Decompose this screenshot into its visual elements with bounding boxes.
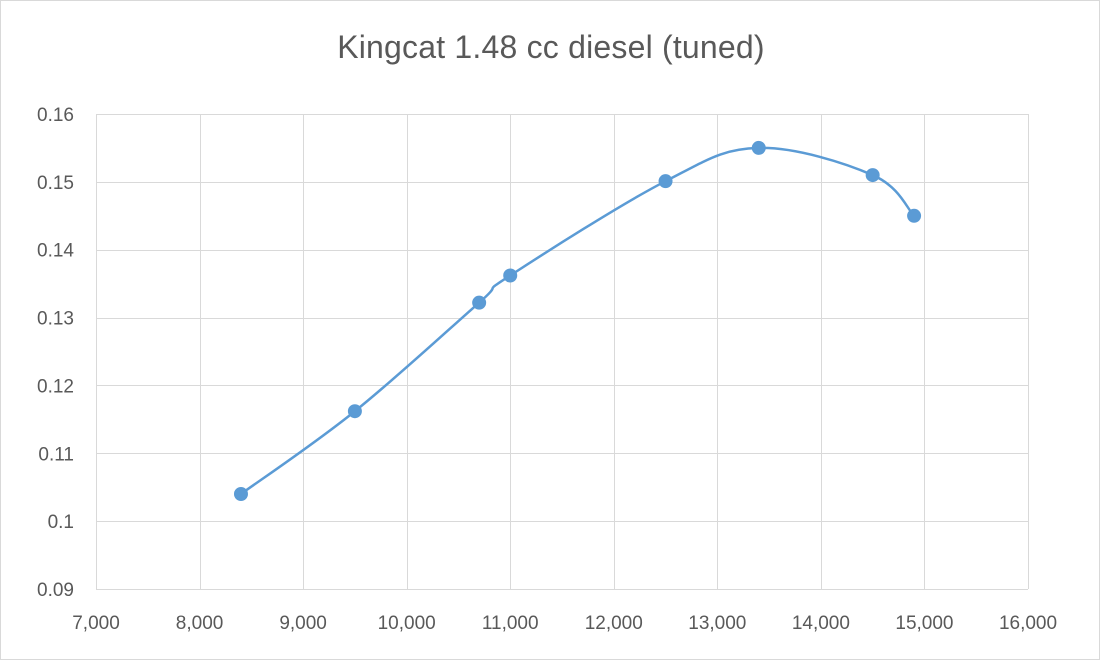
y-tick-label: 0.13 [37,309,74,330]
y-tick-label: 0.15 [37,173,74,194]
y-tick-label: 0.09 [37,580,74,601]
axis-labels: 7,000 8,000 9,000 10,000 11,000 12,000 13,000 1… [37,105,1057,634]
gridlines [96,114,1029,590]
data-point [503,268,518,283]
y-tick-label: 0.12 [37,376,74,397]
series-line [240,146,916,496]
y-tick-label: 0.11 [38,444,74,465]
x-tick-label: 16,000 [999,613,1057,634]
chart-title: Kingcat 1.48 cc diesel (tuned) [337,29,765,65]
x-tick-label: 8,000 [176,613,224,634]
data-point [347,404,362,419]
y-tick-label: 0.1 [48,512,74,533]
x-tick-label: 10,000 [378,613,436,634]
x-tick-label: 11,000 [482,613,539,634]
x-tick-label: 7,000 [72,613,120,634]
data-point [658,174,673,189]
data-point [233,487,248,501]
data-point [865,168,880,183]
x-tick-label: 15,000 [895,613,953,634]
y-tick-label: 0.14 [37,241,74,262]
y-tick-label: 0.16 [37,105,74,126]
data-point [472,295,487,310]
x-tick-label: 12,000 [585,613,643,634]
data-point [907,208,922,223]
x-tick-label: 9,000 [279,613,327,634]
data-point [751,140,766,155]
series [233,140,922,501]
x-tick-label: 14,000 [792,613,850,634]
x-tick-label: 13,000 [688,613,746,634]
